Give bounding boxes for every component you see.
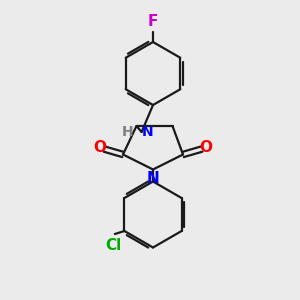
Text: Cl: Cl (105, 238, 122, 253)
Text: N: N (147, 171, 159, 186)
Text: O: O (200, 140, 213, 155)
Text: N: N (142, 125, 153, 139)
Text: O: O (93, 140, 106, 155)
Text: F: F (148, 14, 158, 29)
Text: H: H (122, 125, 133, 139)
